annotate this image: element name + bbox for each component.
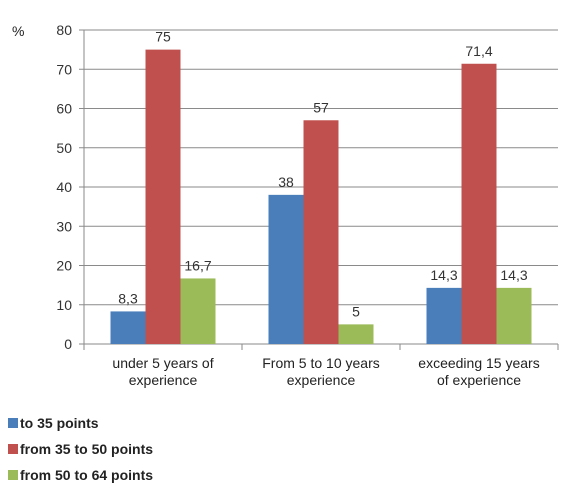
data-label: 5 bbox=[352, 303, 360, 319]
data-label: 57 bbox=[313, 99, 329, 115]
y-tick-label: 60 bbox=[56, 101, 72, 117]
bar bbox=[338, 324, 374, 344]
bar bbox=[145, 49, 181, 344]
x-tick-label: From 5 to 10 years bbox=[262, 355, 380, 371]
bar bbox=[110, 311, 146, 344]
bar bbox=[303, 120, 339, 345]
data-label: 8,3 bbox=[118, 290, 138, 306]
legend-swatch-series-2 bbox=[8, 444, 18, 454]
y-tick-label: 0 bbox=[64, 336, 72, 352]
y-tick-label: 50 bbox=[56, 140, 72, 156]
y-tick-label: 20 bbox=[56, 258, 72, 274]
x-tick-label: experience bbox=[287, 372, 356, 388]
bar bbox=[426, 287, 462, 344]
legend-label-series-1: to 35 points bbox=[20, 415, 99, 431]
legend-label-series-3: from 50 to 64 points bbox=[20, 467, 154, 483]
bars bbox=[110, 49, 532, 345]
data-label: 38 bbox=[278, 174, 294, 190]
x-tick-label: experience bbox=[129, 372, 198, 388]
data-label: 14,3 bbox=[500, 267, 527, 283]
legend-swatch-series-3 bbox=[8, 470, 18, 480]
y-tick-label: 70 bbox=[56, 61, 72, 77]
y-tick-label: 40 bbox=[56, 179, 72, 195]
x-tick-label: exceeding 15 years bbox=[418, 355, 539, 371]
legend-label-series-2: from 35 to 50 points bbox=[20, 441, 154, 457]
x-tick-label: of experience bbox=[437, 372, 521, 388]
bar bbox=[496, 287, 532, 344]
y-tick-label: 80 bbox=[56, 22, 72, 38]
data-labels: 8,3 75 16,7 38 57 5 14,3 71,4 14,3 bbox=[118, 29, 528, 320]
y-tick-label: 30 bbox=[56, 218, 72, 234]
legend-swatch-series-1 bbox=[8, 418, 18, 428]
bar bbox=[180, 278, 216, 344]
data-label: 71,4 bbox=[465, 43, 492, 59]
legend-item-series-1: to 35 points bbox=[8, 410, 153, 436]
legend-item-series-2: from 35 to 50 points bbox=[8, 436, 153, 462]
bar bbox=[461, 63, 497, 344]
y-unit-label: % bbox=[12, 23, 24, 39]
legend-item-series-3: from 50 to 64 points bbox=[8, 462, 153, 488]
x-tick-label: under 5 years of bbox=[112, 355, 213, 371]
data-label: 75 bbox=[155, 29, 171, 45]
legend: to 35 points from 35 to 50 points from 5… bbox=[8, 410, 153, 488]
y-tick-label: 10 bbox=[56, 297, 72, 313]
data-label: 14,3 bbox=[430, 267, 457, 283]
bar bbox=[268, 194, 304, 344]
data-label: 16,7 bbox=[184, 257, 211, 273]
